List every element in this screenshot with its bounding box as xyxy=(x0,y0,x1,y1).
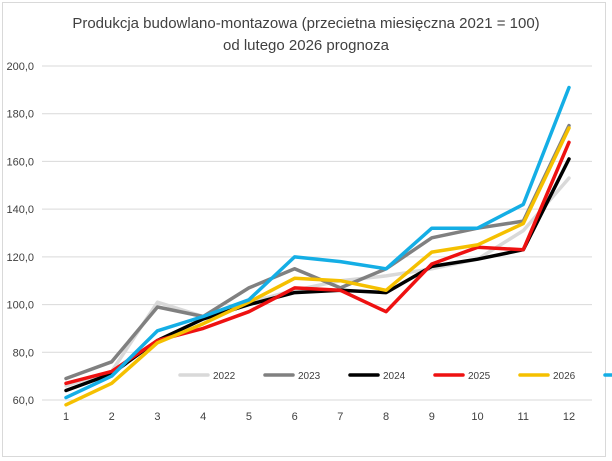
x-tick-label: 11 xyxy=(518,411,529,423)
x-tick-label: 8 xyxy=(383,411,389,423)
y-axis-ticks: 60,0 80,0 100,0 120,0 140,0 160,0 180,0 200,0 xyxy=(6,61,34,407)
y-tick-label: 100,0 xyxy=(6,300,34,312)
x-tick-label: 4 xyxy=(200,411,206,423)
y-tick-label: 120,0 xyxy=(6,252,34,264)
x-tick-label: 5 xyxy=(246,411,252,423)
x-tick-label: 1 xyxy=(63,411,69,423)
legend: 202220232024202520262027 xyxy=(178,371,612,382)
x-axis-ticks: 1 2 3 4 5 6 7 8 9 10 11 12 xyxy=(63,411,575,423)
x-tick-label: 3 xyxy=(154,411,160,423)
y-tick-label: 60,0 xyxy=(13,395,34,407)
y-tick-label: 140,0 xyxy=(6,204,34,216)
series-line-2023 xyxy=(64,123,571,381)
y-tick-label: 160,0 xyxy=(6,156,34,168)
y-tick-label: 80,0 xyxy=(13,347,34,359)
chart-subtitle: od lutego 2026 prognoza xyxy=(223,37,390,54)
x-tick-label: 7 xyxy=(337,411,343,423)
legend-label-2022: 2022 xyxy=(213,371,236,382)
series-line-2026 xyxy=(64,126,571,407)
series-layer xyxy=(64,85,571,407)
y-tick-label: 200,0 xyxy=(6,61,34,73)
legend-label-2025: 2025 xyxy=(468,371,491,382)
series-line-2025 xyxy=(64,140,571,386)
series-line-2027 xyxy=(64,85,571,400)
x-tick-label: 12 xyxy=(563,411,575,423)
legend-label-2023: 2023 xyxy=(298,371,321,382)
legend-label-2024: 2024 xyxy=(383,371,406,382)
x-tick-label: 6 xyxy=(292,411,298,423)
x-tick-label: 9 xyxy=(429,411,435,423)
chart-title: Produkcja budowlano-montazowa (przecietn… xyxy=(72,15,539,32)
x-tick-label: 2 xyxy=(109,411,115,423)
y-tick-label: 180,0 xyxy=(6,109,34,121)
legend-label-2026: 2026 xyxy=(553,371,576,382)
x-tick-label: 10 xyxy=(471,411,483,423)
